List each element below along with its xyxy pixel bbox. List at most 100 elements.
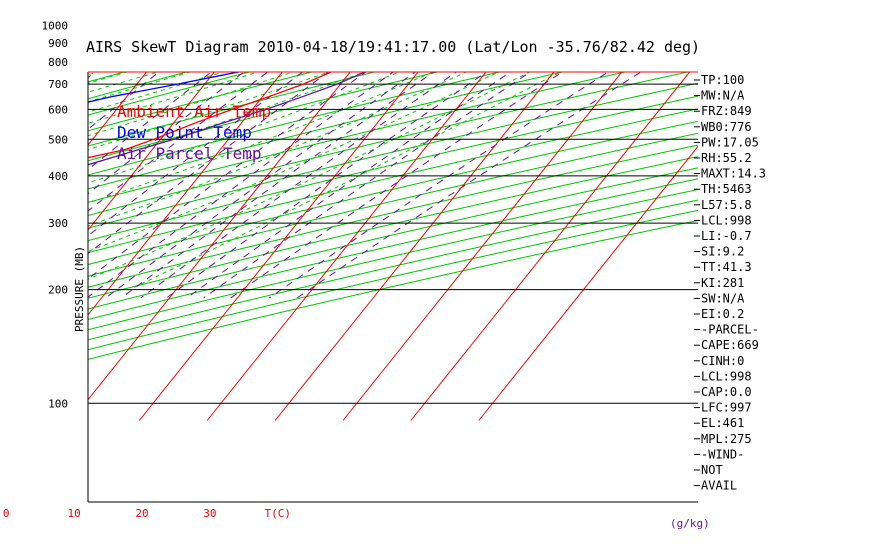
background-grid	[0, 18, 698, 505]
index-value: SW:N/A	[701, 291, 745, 305]
isotherm-line	[88, 72, 148, 146]
index-value: AVAIL	[701, 479, 737, 493]
dry-adiabat-line	[88, 144, 698, 288]
isotherm-line	[88, 72, 351, 401]
index-value: -PARCEL-	[701, 323, 759, 337]
ambient-air-temp-line	[88, 72, 333, 159]
isotherm-line	[0, 18, 54, 421]
bottom-temperature-tick-label: 20	[135, 507, 148, 520]
dry-adiabat-line	[88, 72, 628, 203]
dry-adiabat-line	[88, 82, 698, 229]
mixing-ratio-line	[88, 72, 367, 280]
index-value: EI:0.2	[701, 307, 744, 321]
legend: Ambient Air Temp Dew Point Temp Air Parc…	[117, 102, 271, 163]
air-parcel-temp-line	[88, 72, 367, 166]
index-value: LCL:998	[701, 369, 752, 383]
index-value: EL:461	[701, 416, 744, 430]
dry-adiabat-line	[88, 108, 698, 254]
isotherm-line	[342, 72, 623, 421]
moist-adiabat-line	[132, 72, 562, 289]
moist-adiabat-line	[88, 72, 331, 151]
dry-adiabat-line	[88, 72, 377, 147]
index-value: MPL:275	[701, 432, 752, 446]
mixing-ratio-line	[203, 72, 532, 299]
bottom-temperature-tick-label: 10	[67, 507, 80, 520]
chart-title: AIRS SkewT Diagram 2010-04-18/19:41:17.0…	[86, 38, 700, 56]
isotherm-line	[88, 72, 283, 316]
pressure-tick-label: 1000	[42, 20, 69, 33]
index-value: -WIND-	[701, 447, 744, 461]
mixing-ratio-line	[88, 72, 395, 298]
dry-adiabat-line	[88, 72, 565, 190]
index-value: NOT	[701, 463, 723, 477]
moist-adiabat-line	[88, 72, 500, 252]
index-value: CAP:0.0	[701, 385, 752, 399]
y-axis-label: PRESSURE (MB)	[73, 246, 86, 332]
dry-adiabat-line	[88, 120, 698, 266]
bottom-temperature-tick-label: 30	[203, 507, 216, 520]
index-value: MW:N/A	[701, 89, 745, 103]
index-value: FRZ:849	[701, 104, 752, 118]
isotherm-line	[138, 72, 419, 421]
mixing-ratio-line	[296, 72, 642, 299]
pressure-tick-label: 700	[48, 78, 68, 91]
legend-air-parcel-temp: Air Parcel Temp	[117, 144, 262, 163]
dry-adiabat-line	[88, 189, 698, 331]
isotherm-line	[274, 72, 555, 421]
index-value: SI:9.2	[701, 245, 744, 259]
index-value: CINH:0	[701, 354, 744, 368]
legend-ambient-air-temp: Ambient Air Temp	[117, 102, 271, 121]
pressure-tick-label: 400	[48, 170, 68, 183]
index-value: L57:5.8	[701, 198, 752, 212]
mixing-ratio-line	[140, 72, 458, 299]
index-value: LCL:998	[701, 213, 752, 227]
moist-adiabat-line	[88, 72, 435, 204]
profile-lines	[88, 72, 367, 166]
index-value: KI:281	[701, 276, 744, 290]
index-value: WB0:776	[701, 120, 752, 134]
mixing-ratio-line	[88, 72, 269, 212]
dry-adiabat-line	[88, 219, 698, 360]
mixing-ratio-line	[88, 72, 304, 237]
isotherm-line	[88, 72, 216, 231]
mixing-ratio-line	[166, 72, 488, 299]
pressure-tick-label: 800	[48, 56, 68, 69]
mixing-ratio-line	[88, 72, 330, 255]
moist-adiabat-line	[88, 72, 468, 227]
dry-adiabat-line	[88, 178, 698, 321]
mixing-ratio-line	[120, 72, 435, 299]
pressure-tick-label: 600	[48, 103, 68, 116]
bottom-temperature-tick-label: 0	[3, 507, 10, 520]
index-value: TH:5463	[701, 182, 752, 196]
moist-adiabat-line	[88, 72, 401, 184]
isotherm-line	[478, 145, 698, 421]
index-value: CAPE:669	[701, 338, 759, 352]
bottom-temperature-tick-label: T(C)	[265, 507, 292, 520]
dry-adiabat-line	[88, 199, 698, 341]
dry-adiabat-line	[88, 209, 698, 351]
pressure-tick-label: 500	[48, 133, 68, 146]
index-value: TP:100	[701, 73, 744, 87]
pressure-tick-label: 100	[48, 397, 68, 410]
index-value: TT:41.3	[701, 260, 752, 274]
moist-adiabat-line	[88, 72, 295, 137]
index-value: LI:-0.7	[701, 229, 752, 243]
index-value: LFC:997	[701, 401, 752, 415]
index-value: PW:17.05	[701, 135, 759, 149]
pressure-tick-label: 900	[48, 37, 68, 50]
dry-adiabat-line	[88, 72, 440, 162]
isotherm-line	[206, 72, 487, 421]
dry-adiabat-line	[88, 72, 691, 217]
mixing-ratio-unit-label: (g/kg)	[670, 517, 710, 530]
pressure-tick-label: 300	[48, 217, 68, 230]
dry-adiabat-line	[88, 72, 502, 176]
isotherm-line	[410, 72, 691, 421]
mixing-ratio-line	[230, 72, 564, 299]
mixing-ratio-line	[268, 72, 610, 299]
pressure-tick-label: 200	[48, 284, 68, 297]
dry-adiabat-line	[88, 132, 698, 277]
dry-adiabat-line	[0, 67, 16, 505]
index-value: RH:55.2	[701, 151, 752, 165]
